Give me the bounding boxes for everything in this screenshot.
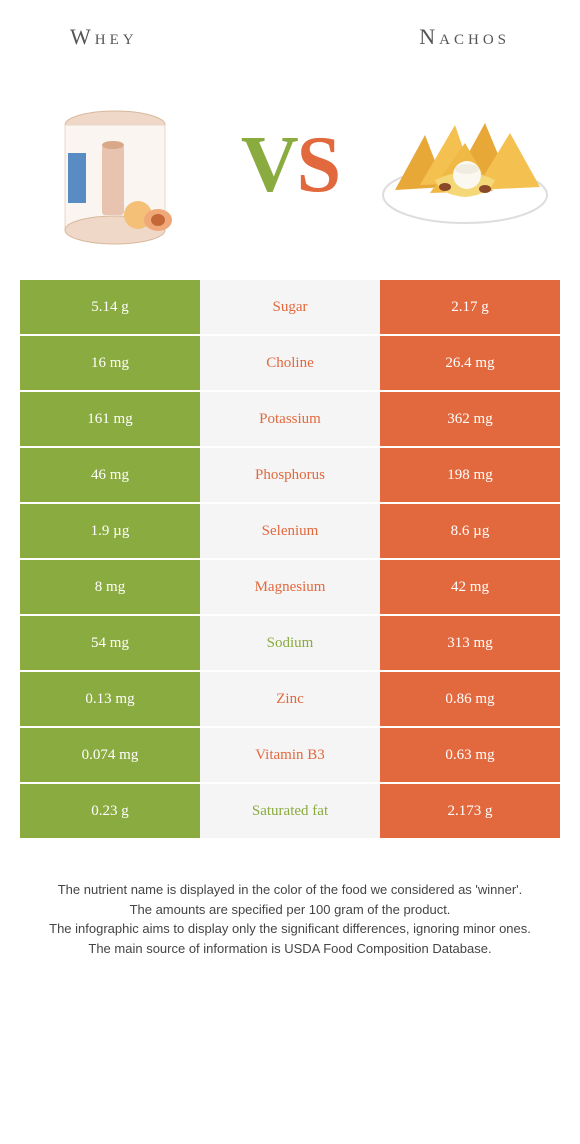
right-value: 313 mg	[380, 616, 560, 670]
right-value: 42 mg	[380, 560, 560, 614]
nutrient-row: 0.074 mgVitamin B30.63 mg	[20, 728, 560, 784]
right-value: 26.4 mg	[380, 336, 560, 390]
nutrient-label: Choline	[200, 336, 380, 390]
left-value: 0.13 mg	[20, 672, 200, 726]
nachos-image	[370, 80, 560, 250]
left-value: 8 mg	[20, 560, 200, 614]
nutrient-row: 54 mgSodium313 mg	[20, 616, 560, 672]
left-food-title: Whey	[70, 24, 138, 50]
images-row: VS	[0, 60, 580, 280]
nutrient-label: Magnesium	[200, 560, 380, 614]
footnote-line: The infographic aims to display only the…	[40, 919, 540, 939]
right-value: 0.63 mg	[380, 728, 560, 782]
left-value: 54 mg	[20, 616, 200, 670]
nutrient-row: 5.14 gSugar2.17 g	[20, 280, 560, 336]
footnote: The nutrient name is displayed in the co…	[40, 880, 540, 958]
nutrient-row: 0.13 mgZinc0.86 mg	[20, 672, 560, 728]
vs-v-letter: V	[241, 121, 297, 209]
left-value: 46 mg	[20, 448, 200, 502]
left-value: 0.23 g	[20, 784, 200, 838]
footnote-line: The amounts are specified per 100 gram o…	[40, 900, 540, 920]
left-value: 5.14 g	[20, 280, 200, 334]
right-value: 362 mg	[380, 392, 560, 446]
nutrient-label: Zinc	[200, 672, 380, 726]
nutrient-row: 46 mgPhosphorus198 mg	[20, 448, 560, 504]
header: Whey Nachos	[0, 0, 580, 60]
nutrient-label: Vitamin B3	[200, 728, 380, 782]
nutrient-label: Potassium	[200, 392, 380, 446]
right-food-title: Nachos	[419, 24, 510, 50]
nutrient-label: Saturated fat	[200, 784, 380, 838]
vs-badge: VS	[241, 120, 339, 211]
right-value: 0.86 mg	[380, 672, 560, 726]
footnote-line: The main source of information is USDA F…	[40, 939, 540, 959]
nutrient-table: 5.14 gSugar2.17 g16 mgCholine26.4 mg161 …	[20, 280, 560, 840]
whey-image	[20, 80, 210, 250]
nutrient-row: 8 mgMagnesium42 mg	[20, 560, 560, 616]
nutrient-label: Phosphorus	[200, 448, 380, 502]
right-value: 2.17 g	[380, 280, 560, 334]
nutrient-row: 1.9 µgSelenium8.6 µg	[20, 504, 560, 560]
nutrient-label: Selenium	[200, 504, 380, 558]
footnote-line: The nutrient name is displayed in the co…	[40, 880, 540, 900]
nutrient-row: 16 mgCholine26.4 mg	[20, 336, 560, 392]
nutrient-label: Sugar	[200, 280, 380, 334]
left-value: 0.074 mg	[20, 728, 200, 782]
left-value: 161 mg	[20, 392, 200, 446]
vs-s-letter: S	[297, 121, 340, 209]
right-value: 8.6 µg	[380, 504, 560, 558]
nutrient-row: 161 mgPotassium362 mg	[20, 392, 560, 448]
right-value: 2.173 g	[380, 784, 560, 838]
nutrient-label: Sodium	[200, 616, 380, 670]
left-value: 1.9 µg	[20, 504, 200, 558]
nutrient-row: 0.23 gSaturated fat2.173 g	[20, 784, 560, 840]
left-value: 16 mg	[20, 336, 200, 390]
right-value: 198 mg	[380, 448, 560, 502]
